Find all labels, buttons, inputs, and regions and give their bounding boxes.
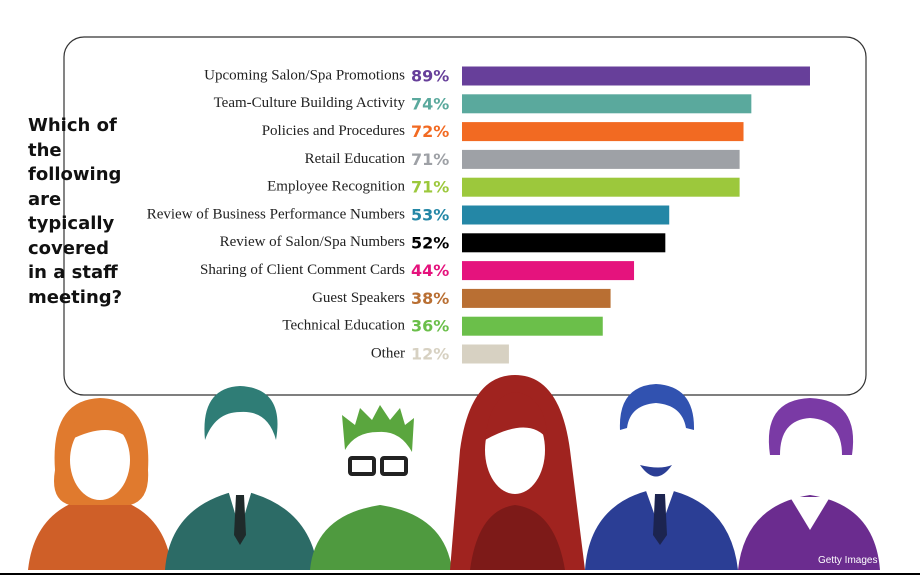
frame: [63, 36, 867, 396]
category-label: Upcoming Salon/Spa Promotions: [204, 67, 405, 83]
value-label: 38%: [411, 289, 449, 308]
value-label: 52%: [411, 233, 449, 252]
value-label: 71%: [411, 178, 449, 197]
category-label: Guest Speakers: [312, 290, 405, 306]
bar: [462, 288, 611, 308]
category-label: Employee Recognition: [267, 179, 405, 195]
value-label: 36%: [411, 317, 449, 336]
category-label: Sharing of Client Comment Cards: [200, 262, 405, 278]
category-label: Team-Culture Building Activity: [214, 95, 406, 111]
bar: [462, 122, 744, 142]
bar: [462, 261, 635, 281]
category-label: Other: [371, 345, 405, 361]
category-label: Policies and Procedures: [262, 123, 405, 139]
value-label: 74%: [411, 94, 449, 113]
value-label: 71%: [411, 150, 449, 169]
bar: [462, 149, 740, 169]
bar: [462, 205, 670, 225]
credit: Getty Images: [818, 555, 877, 566]
bar: [462, 177, 740, 197]
category-label: Review of Salon/Spa Numbers: [220, 234, 406, 250]
category-label: Technical Education: [282, 318, 405, 334]
value-label: 44%: [411, 261, 449, 280]
category-label: Review of Business Performance Numbers: [147, 206, 405, 222]
value-label: 12%: [411, 345, 449, 364]
bar: [462, 66, 810, 86]
bar: [462, 344, 509, 364]
bar: [462, 233, 666, 253]
chart-title: Which of the following are typically cov…: [28, 115, 123, 308]
category-label: Retail Education: [305, 151, 406, 167]
bar: [462, 316, 603, 336]
value-label: 72%: [411, 122, 449, 141]
value-label: 89%: [411, 67, 449, 86]
people-illustration: [28, 375, 880, 570]
value-label: 53%: [411, 206, 449, 225]
bar: [462, 94, 752, 114]
